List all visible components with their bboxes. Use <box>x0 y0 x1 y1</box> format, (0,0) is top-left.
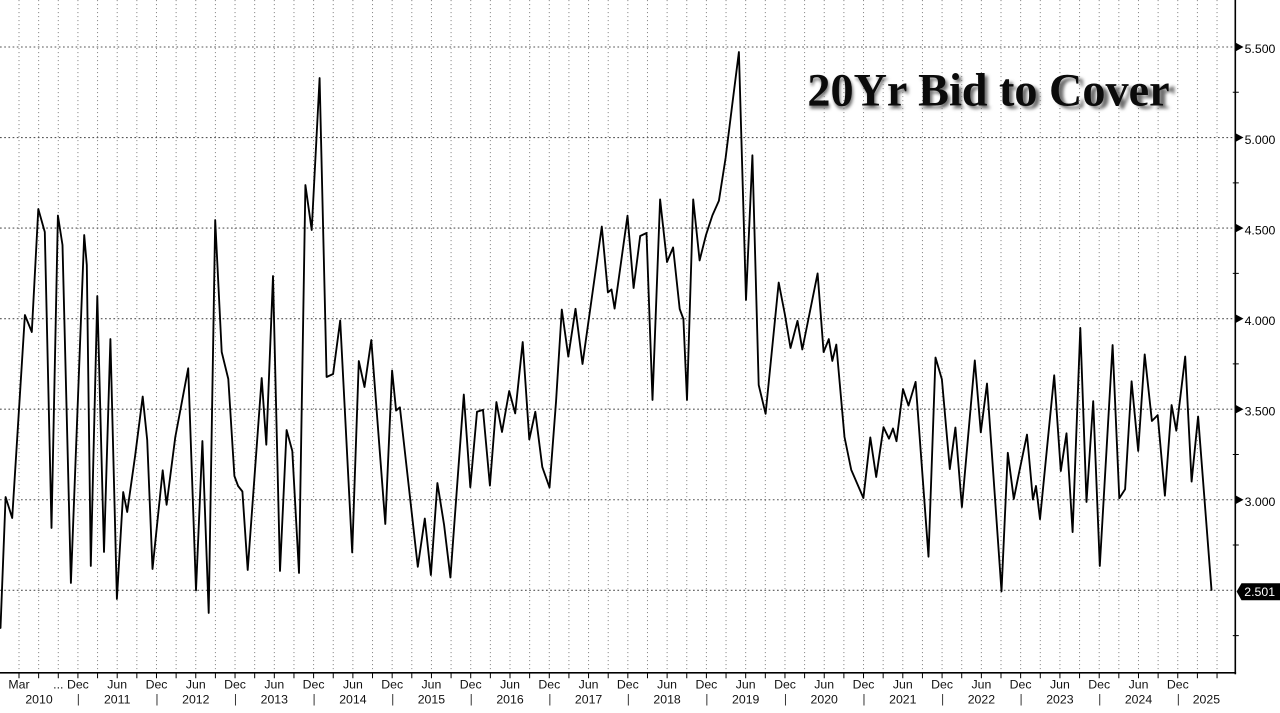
svg-text:2023: 2023 <box>1046 693 1074 707</box>
svg-text:2021: 2021 <box>889 693 917 707</box>
svg-text:Dec: Dec <box>617 677 639 691</box>
svg-text:2012: 2012 <box>182 693 210 707</box>
svg-text:|: | <box>77 692 80 706</box>
svg-text:|: | <box>784 692 787 706</box>
svg-text:2011: 2011 <box>104 693 131 707</box>
svg-text:Jun: Jun <box>500 677 520 691</box>
svg-text:5.000: 5.000 <box>1245 133 1276 147</box>
svg-text:5.500: 5.500 <box>1245 42 1276 56</box>
svg-text:|: | <box>705 692 708 706</box>
svg-text:|: | <box>862 692 865 706</box>
svg-text:2024: 2024 <box>1125 693 1153 707</box>
svg-text:Jun: Jun <box>186 677 206 691</box>
svg-text:|: | <box>234 692 237 706</box>
svg-text:2025: 2025 <box>1193 693 1221 707</box>
svg-text:Dec: Dec <box>224 677 246 691</box>
svg-text:Dec: Dec <box>774 677 796 691</box>
svg-text:Jun: Jun <box>814 677 834 691</box>
svg-text:2.501: 2.501 <box>1244 585 1275 599</box>
svg-text:2013: 2013 <box>261 693 289 707</box>
svg-text:2022: 2022 <box>968 693 996 707</box>
svg-text:Dec: Dec <box>1010 677 1032 691</box>
svg-text:Jun: Jun <box>343 677 363 691</box>
svg-text:Dec: Dec <box>381 677 403 691</box>
svg-text:2019: 2019 <box>732 693 760 707</box>
svg-text:Dec: Dec <box>1088 677 1110 691</box>
svg-text:|: | <box>312 692 315 706</box>
svg-text:2020: 2020 <box>811 693 839 707</box>
svg-text:Dec: Dec <box>695 677 717 691</box>
svg-text:2018: 2018 <box>653 693 681 707</box>
svg-text:2016: 2016 <box>496 693 524 707</box>
svg-text:|: | <box>391 692 394 706</box>
svg-text:...: ... <box>53 677 63 691</box>
svg-text:4.000: 4.000 <box>1245 314 1276 328</box>
svg-text:Dec: Dec <box>146 677 168 691</box>
svg-text:Dec: Dec <box>931 677 953 691</box>
svg-text:Jun: Jun <box>1129 677 1149 691</box>
svg-text:3.000: 3.000 <box>1245 495 1276 509</box>
svg-text:|: | <box>155 692 158 706</box>
svg-text:Jun: Jun <box>579 677 599 691</box>
svg-text:20Yr Bid to Cover: 20Yr Bid to Cover <box>807 65 1169 116</box>
svg-text:4.500: 4.500 <box>1245 223 1276 237</box>
svg-text:3.500: 3.500 <box>1245 404 1276 418</box>
svg-text:Dec: Dec <box>460 677 482 691</box>
svg-text:Dec: Dec <box>67 677 89 691</box>
svg-text:Jun: Jun <box>893 677 913 691</box>
svg-text:Dec: Dec <box>303 677 325 691</box>
svg-text:Jun: Jun <box>736 677 756 691</box>
svg-text:|: | <box>941 692 944 706</box>
svg-text:|: | <box>1177 692 1180 706</box>
svg-text:2014: 2014 <box>339 693 367 707</box>
svg-text:|: | <box>1019 692 1022 706</box>
svg-text:20Yr Bid to Cover: 20Yr Bid to Cover <box>808 68 1175 119</box>
svg-text:2017: 2017 <box>575 693 603 707</box>
svg-text:|: | <box>548 692 551 706</box>
svg-text:2015: 2015 <box>418 693 446 707</box>
svg-text:Dec: Dec <box>1167 677 1189 691</box>
svg-text:Jun: Jun <box>971 677 991 691</box>
svg-text:Jun: Jun <box>657 677 677 691</box>
svg-text:Jun: Jun <box>421 677 441 691</box>
svg-text:Dec: Dec <box>538 677 560 691</box>
svg-text:Jun: Jun <box>264 677 284 691</box>
svg-text:|: | <box>1098 692 1101 706</box>
svg-text:|: | <box>470 692 473 706</box>
svg-text:Jun: Jun <box>1050 677 1070 691</box>
svg-text:|: | <box>627 692 630 706</box>
svg-text:Dec: Dec <box>853 677 875 691</box>
svg-text:Jun: Jun <box>107 677 127 691</box>
svg-text:2010: 2010 <box>25 693 53 707</box>
svg-text:Mar: Mar <box>8 677 29 691</box>
